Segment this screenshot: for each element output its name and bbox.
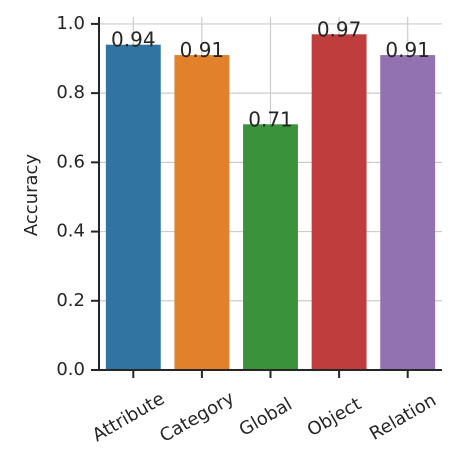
value-label: 0.97 xyxy=(317,17,362,41)
x-tick-label: Attribute xyxy=(89,388,168,446)
y-tick-label: 0.0 xyxy=(56,359,85,380)
value-label: 0.91 xyxy=(385,38,430,62)
bar xyxy=(243,124,298,370)
x-tick-label: Category xyxy=(156,387,238,446)
x-tick-label: Global xyxy=(236,394,296,441)
value-label: 0.94 xyxy=(111,28,156,52)
x-tick-label: Relation xyxy=(366,390,440,445)
y-tick-label: 1.0 xyxy=(56,13,85,34)
y-axis-label: Accuracy xyxy=(21,154,42,237)
x-tick-label: Object xyxy=(304,393,365,440)
y-tick-label: 0.2 xyxy=(56,290,85,311)
y-tick-label: 0.8 xyxy=(56,82,85,103)
bar xyxy=(105,44,161,370)
bar xyxy=(311,34,367,370)
bar xyxy=(380,55,436,370)
bar xyxy=(174,55,230,370)
y-tick-label: 0.4 xyxy=(56,221,85,242)
value-label: 0.91 xyxy=(180,38,225,62)
value-label: 0.71 xyxy=(248,107,293,131)
y-tick-label: 0.6 xyxy=(56,151,85,172)
